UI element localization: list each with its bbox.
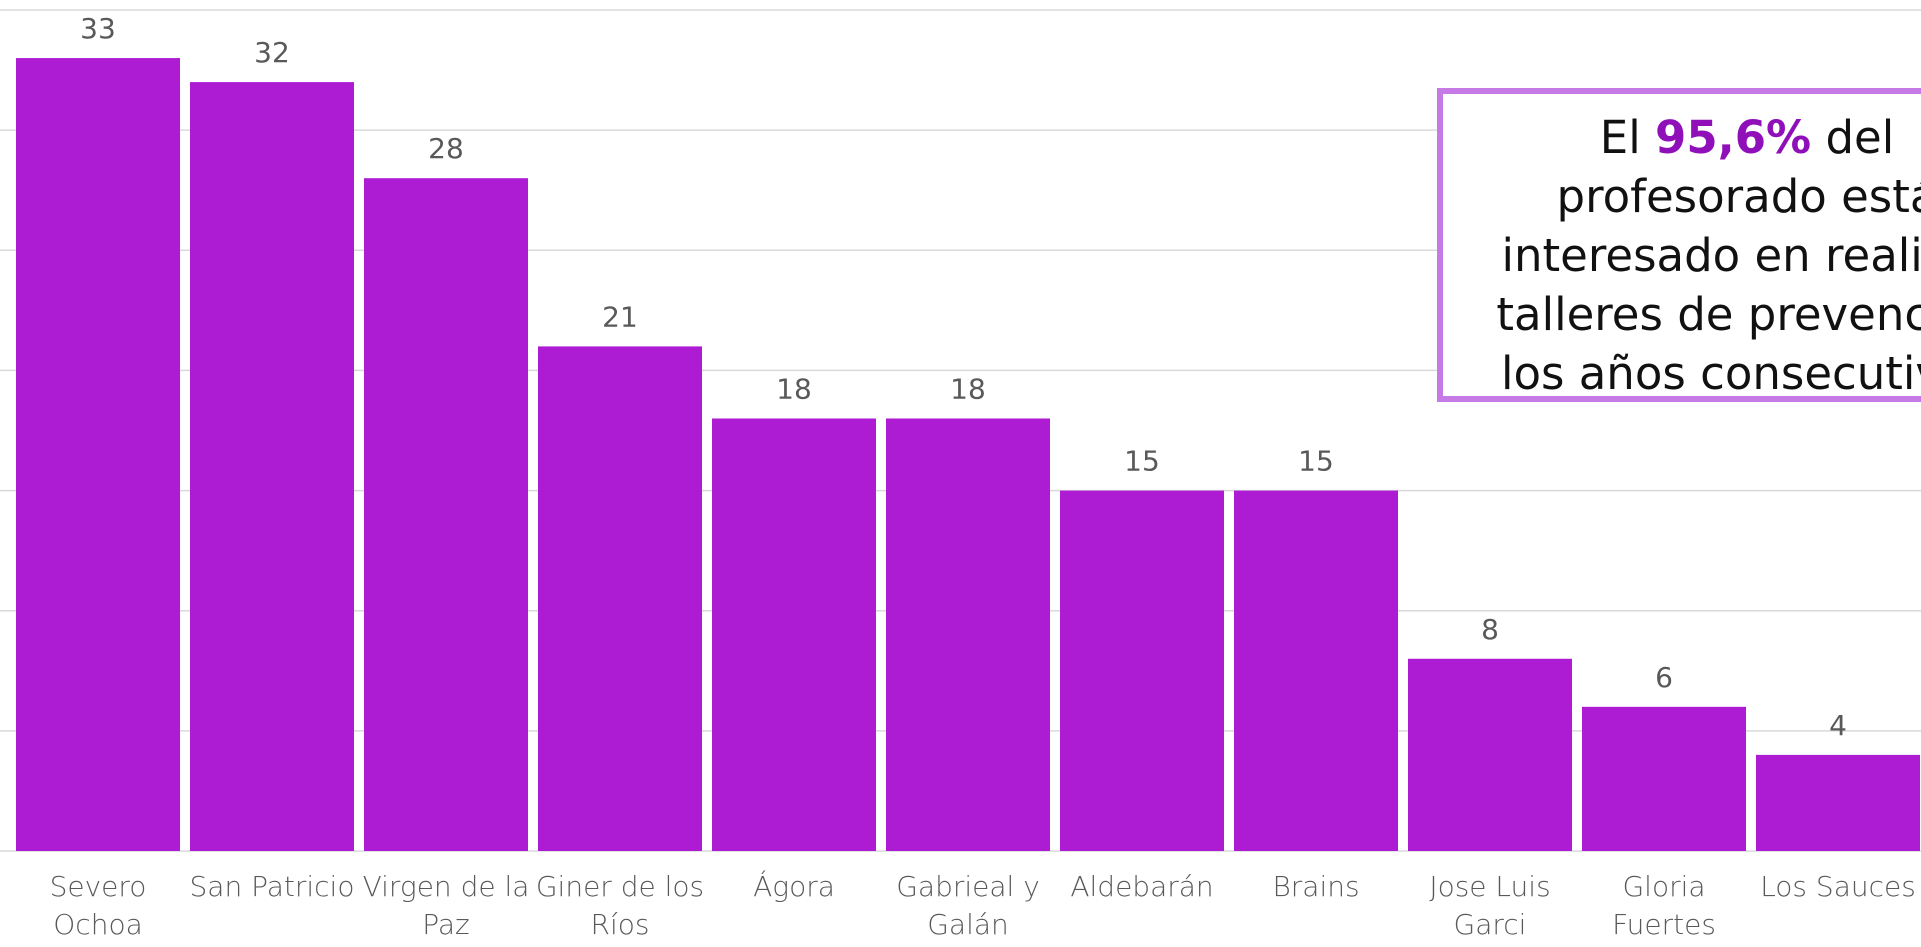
annotation-line: profesorado está (1556, 170, 1921, 223)
bar (886, 418, 1050, 851)
x-tick-label: Brains (1272, 870, 1360, 903)
annotation-line: interesado en realizar (1501, 229, 1921, 282)
annotation-highlight: 95,6% (1655, 111, 1812, 164)
value-label: 18 (950, 372, 986, 405)
bar (16, 58, 180, 852)
x-tick-label: Jose Luis Garci (1429, 870, 1551, 941)
x-tick-label: Virgen de la Paz (362, 870, 530, 941)
x-tick-label: Gloria Fuertes (1612, 870, 1716, 941)
x-tick-label: Los Sauces (1760, 870, 1916, 903)
bar (1582, 706, 1746, 851)
value-label: 15 (1298, 445, 1334, 478)
bar (538, 346, 702, 851)
value-label: 33 (80, 12, 116, 45)
x-tick-label: Giner de los Ríos (535, 870, 705, 941)
annotation-line: El 95,6% del (1443, 108, 1921, 167)
bar (712, 418, 876, 851)
bar (1408, 658, 1572, 851)
annotation-line: los años consecutivos (1500, 347, 1921, 400)
value-label: 32 (254, 36, 290, 69)
bar (1756, 754, 1920, 851)
value-label: 21 (602, 300, 638, 333)
value-label: 8 (1481, 613, 1499, 646)
x-tick-label: Gabrieal y Galán (896, 870, 1040, 941)
annotation-line: talleres de prevención (1496, 288, 1921, 341)
annotation-text: del (1825, 111, 1895, 164)
bar (364, 178, 528, 851)
value-label: 4 (1829, 709, 1847, 742)
annotation-text: El (1599, 111, 1641, 164)
value-label: 15 (1124, 445, 1160, 478)
value-label: 6 (1655, 661, 1673, 694)
x-tick-label: Ágora (753, 870, 835, 903)
value-label: 18 (776, 372, 812, 405)
x-tick-label: San Patricio (189, 870, 355, 903)
x-tick-label: Aldebarán (1070, 870, 1214, 903)
x-tick-label: Severo Ochoa (49, 870, 147, 941)
bar (1060, 490, 1224, 851)
bar (190, 82, 354, 852)
bar (1234, 490, 1398, 851)
annotation: El 95,6% del profesorado está interesado … (1437, 88, 1921, 402)
value-label: 28 (428, 132, 464, 165)
